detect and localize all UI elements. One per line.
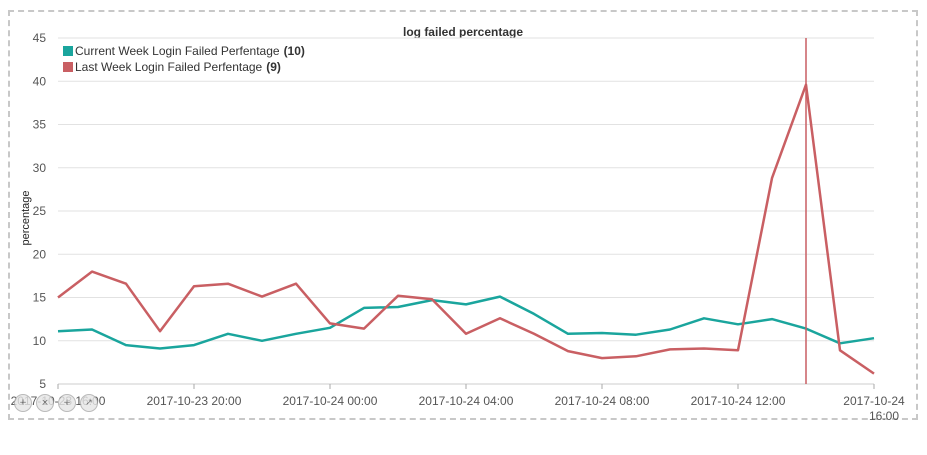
y-tick-label: 20 [33, 247, 47, 261]
legend-count-current-week: (10) [283, 44, 305, 58]
x-tick-label: 2017-10-24 04:00 [419, 394, 514, 408]
legend: Current Week Login Failed Perfentage (10… [63, 43, 305, 75]
x-tick-label-time: 16:00 [869, 409, 899, 423]
y-tick-label: 35 [33, 118, 47, 132]
y-tick-label: 10 [33, 334, 47, 348]
x-tick-label: 2017-10-23 20:00 [147, 394, 242, 408]
legend-swatch-current-week [63, 46, 73, 56]
y-tick-label: 30 [33, 161, 47, 175]
legend-item-current-week[interactable]: Current Week Login Failed Perfentage (10… [63, 43, 305, 59]
zoom-in-button[interactable]: + [14, 394, 32, 412]
legend-item-last-week[interactable]: Last Week Login Failed Perfentage (9) [63, 59, 305, 75]
legend-swatch-last-week [63, 62, 73, 72]
x-tick-label: 2017-10-24 08:00 [555, 394, 650, 408]
legend-label-last-week: Last Week Login Failed Perfentage [75, 60, 263, 74]
series-line-current-week [57, 295, 875, 350]
zoom-out-button[interactable]: × [36, 394, 54, 412]
y-tick-label: 40 [33, 74, 47, 88]
x-tick-label: 2017-10-24 [843, 394, 905, 408]
y-tick-label: 45 [33, 31, 47, 45]
x-tick-label: 2017-10-24 12:00 [691, 394, 786, 408]
legend-label-current-week: Current Week Login Failed Perfentage [75, 44, 280, 58]
y-tick-label: 15 [33, 291, 47, 305]
pan-button[interactable]: + [58, 394, 76, 412]
legend-count-last-week: (9) [266, 60, 281, 74]
series-line-last-week [57, 83, 875, 375]
reset-zoom-button[interactable]: ↗ [80, 394, 98, 412]
zoom-controls: + × + ↗ [14, 394, 98, 412]
chart-panel: log failed percentage [8, 10, 918, 420]
x-tick-label: 2017-10-24 00:00 [283, 394, 378, 408]
y-tick-label: 25 [33, 204, 47, 218]
chart-title: log failed percentage [402, 25, 524, 39]
y-tick-label: 5 [39, 377, 46, 391]
